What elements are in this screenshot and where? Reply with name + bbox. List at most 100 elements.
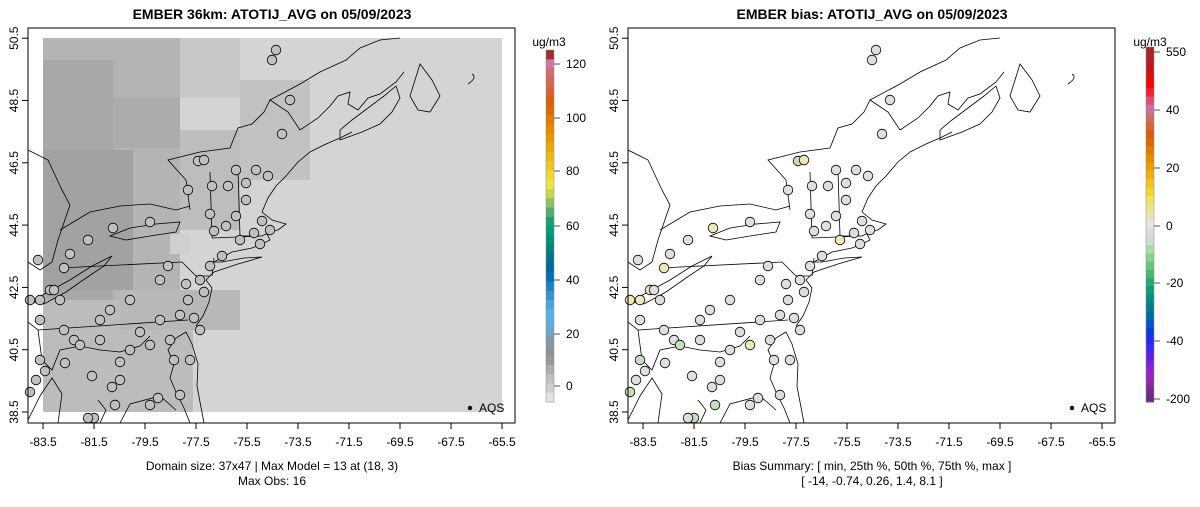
station-point [104, 304, 116, 316]
bias-point [744, 399, 756, 411]
right-colorbar-label: ug/m3 [1133, 35, 1167, 49]
station-point [152, 392, 164, 404]
right-footer-2: [ -14, -0.74, 0.26, 1.4, 8.1 ] [801, 474, 942, 488]
station-point [198, 154, 210, 166]
bias-point [764, 334, 776, 346]
station-point [58, 262, 70, 274]
colorbar-swatch [546, 50, 554, 60]
y-tick-label: 40.5 [7, 338, 21, 362]
bias-point [709, 399, 721, 411]
station-point [24, 294, 36, 306]
bias-point [816, 250, 828, 262]
bias-point [864, 224, 876, 236]
colorbar-swatch [546, 290, 554, 301]
bias-point [870, 44, 882, 56]
bias-point [630, 374, 642, 386]
x-tick-label: -73.5 [284, 435, 312, 449]
bias-point [782, 294, 794, 306]
colorbar-tick-label: -40 [1166, 334, 1184, 348]
station-point [144, 339, 156, 351]
station-point [168, 354, 180, 366]
bias-point [714, 374, 726, 386]
station-point [198, 286, 210, 298]
bias-point [806, 180, 818, 192]
colorbar-swatch [1146, 278, 1154, 287]
station-point [184, 354, 196, 366]
x-tick-label: -83.5 [29, 435, 57, 449]
colorbar-tick-label: 0 [566, 379, 573, 393]
station-point [32, 254, 44, 266]
station-point [154, 314, 166, 326]
bias-point [794, 324, 806, 336]
colorbar-swatch [546, 364, 554, 375]
colorbar-tick-label: -20 [1166, 276, 1184, 290]
bias-point [658, 262, 670, 274]
station-point [262, 170, 274, 182]
colorbar-swatch [546, 59, 554, 70]
bias-point [866, 54, 878, 66]
left-footer-2: Max Obs: 16 [238, 474, 306, 488]
colorbar-swatch [1146, 253, 1154, 263]
station-point [264, 224, 276, 236]
colorbar-swatch [546, 133, 554, 144]
station-point [82, 234, 94, 246]
x-tick-label: -73.5 [884, 435, 912, 449]
station-point [220, 220, 232, 232]
station-point [270, 44, 282, 56]
bias-point [694, 314, 706, 326]
station-point [106, 381, 118, 393]
colorbar-tick-label: 20 [566, 327, 580, 341]
bias-point [804, 208, 816, 220]
colorbar-swatch [546, 114, 554, 125]
colorbar-swatch [1146, 71, 1154, 81]
station-point [34, 354, 46, 366]
colorbar-swatch [546, 235, 554, 246]
bias-point [654, 294, 666, 306]
colorbar-swatch [1146, 154, 1154, 164]
bias-point [780, 278, 792, 290]
station-point [180, 278, 192, 290]
station-point [204, 260, 216, 272]
station-point [48, 284, 60, 296]
colorbar-swatch [546, 355, 554, 366]
colorbar-swatch [546, 207, 554, 218]
colorbar-swatch [1146, 88, 1154, 98]
right-footer-1: Bias Summary: [ min, 25th %, 50th %, 75t… [733, 459, 1012, 473]
station-point [250, 164, 262, 176]
colorbar-swatch [1146, 47, 1154, 56]
station-point [34, 294, 46, 306]
right-colorbar: 550 40 20 0 -20 -40 -200 [1145, 45, 1190, 406]
right-panel: EMBER bias: ATOTIJ_AVG on 05/09/2023 -83… [607, 6, 1190, 488]
station-point [194, 324, 206, 336]
colorbar-swatch [546, 198, 554, 208]
bias-point [798, 286, 810, 298]
bias-point [624, 386, 636, 398]
bias-point [734, 326, 746, 338]
y-tick-label: 50.5 [607, 26, 621, 50]
y-tick-label: 46.5 [607, 151, 621, 175]
colorbar-swatch [546, 263, 554, 273]
y-tick-label: 48.5 [7, 88, 21, 112]
bias-point [862, 170, 874, 182]
station-point [188, 312, 200, 324]
station-point [230, 164, 242, 176]
bias-point [774, 389, 786, 401]
bias-point [830, 210, 842, 222]
colorbar-tick-label: 0 [1166, 219, 1173, 233]
colorbar-swatch [1146, 311, 1154, 320]
colorbar-tick-label: 100 [566, 111, 586, 125]
y-tick-label: 50.5 [7, 26, 21, 50]
colorbar-swatch [1146, 245, 1154, 254]
y-tick-label: 44.5 [7, 213, 21, 237]
bias-point [634, 314, 646, 326]
bias-point [744, 216, 756, 228]
x-tick-label: -79.5 [131, 435, 159, 449]
bias-point [768, 354, 780, 366]
colorbar-swatch [546, 392, 554, 403]
left-footer-1: Domain size: 37x47 | Max Model = 13 at (… [146, 459, 398, 473]
colorbar-tick-label: -200 [1166, 392, 1190, 406]
y-tick-label: 46.5 [7, 151, 21, 175]
colorbar-swatch [1146, 360, 1154, 370]
x-tick-label: -67.5 [437, 435, 465, 449]
station-point [54, 294, 66, 306]
